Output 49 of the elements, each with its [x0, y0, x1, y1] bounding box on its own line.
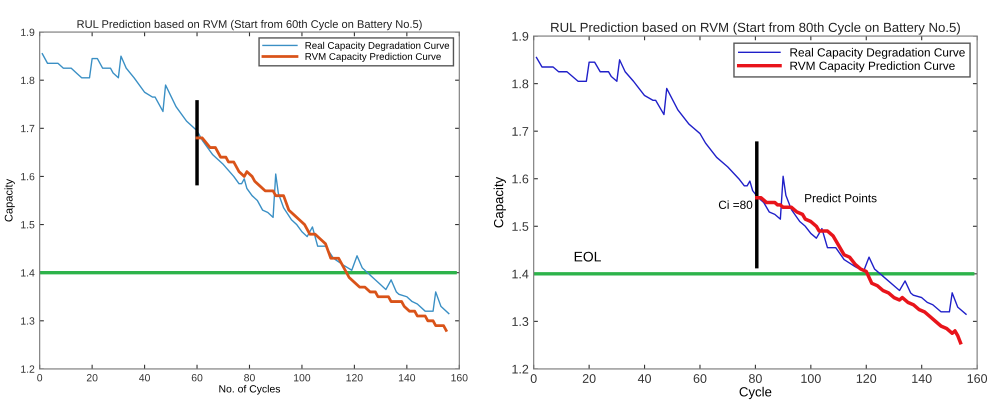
x-tick-label: 100 — [294, 374, 310, 382]
x-tick-label: 60 — [192, 374, 202, 382]
legend-label: RVM Capacity Prediction Curve — [790, 61, 955, 72]
legend-label: Real Capacity Degradation Curve — [306, 42, 450, 51]
annotation: Ci =80 — [718, 200, 752, 209]
annotation: Predict Points — [805, 194, 877, 202]
x-tick-label: 160 — [451, 374, 468, 382]
chart-title: RUL Prediction based on RVM (Start from 80th Cycle on Battery No.5) — [551, 22, 960, 35]
chart-title: RUL Prediction based on RVM (Start from 60th Cycle on Battery No.5) — [77, 20, 422, 30]
line-series — [196, 136, 448, 332]
x-tick-label: 80 — [749, 374, 762, 383]
x-tick-label: 20 — [86, 374, 98, 382]
x-axis-title: No. of Cycles — [219, 384, 280, 395]
x-tick-label: 20 — [582, 374, 596, 383]
x-tick-label: 140 — [398, 374, 416, 382]
legend-label: Real Capacity Degradation Curve — [790, 48, 965, 59]
x-tick-label: 140 — [912, 374, 932, 383]
y-tick-label: 1.5 — [512, 222, 528, 231]
y-tick-label: 1.7 — [512, 127, 528, 136]
y-axis-title: Capacity — [494, 176, 506, 228]
y-tick-label: 1.2 — [21, 365, 34, 373]
y-tick-label: 1.3 — [21, 317, 34, 325]
y-tick-label: 1.2 — [512, 364, 528, 374]
y-tick-label: 1.8 — [21, 76, 34, 84]
y-tick-label: 1.9 — [21, 28, 34, 36]
x-tick-label: 0 — [530, 374, 537, 383]
x-axis-title: Cycle — [740, 386, 772, 400]
x-tick-label: 100 — [801, 374, 821, 383]
legend-label: RVM Capacity Prediction Curve — [306, 52, 441, 62]
x-tick-label: 40 — [139, 374, 150, 382]
y-tick-label: 1.8 — [512, 79, 528, 88]
x-tick-label: 60 — [694, 374, 706, 383]
y-tick-label: 1.7 — [21, 124, 34, 132]
line-series — [42, 53, 450, 314]
y-tick-label: 1.3 — [512, 317, 528, 326]
y-tick-label: 1.6 — [21, 172, 34, 180]
y-tick-label: 1.5 — [21, 221, 34, 228]
ref-line-label: EOL — [574, 252, 601, 262]
x-tick-label: 120 — [856, 374, 876, 383]
x-tick-label: 40 — [638, 374, 652, 383]
y-tick-label: 1.9 — [512, 32, 528, 41]
y-tick-label: 1.4 — [512, 270, 528, 278]
y-tick-label: 1.6 — [512, 174, 528, 184]
y-axis-title: Capacity — [4, 178, 15, 222]
x-tick-label: 120 — [346, 374, 363, 382]
x-tick-label: 80 — [244, 374, 255, 382]
y-tick-label: 1.4 — [21, 269, 35, 276]
x-tick-label: 160 — [968, 374, 988, 383]
x-tick-label: 0 — [37, 374, 42, 382]
